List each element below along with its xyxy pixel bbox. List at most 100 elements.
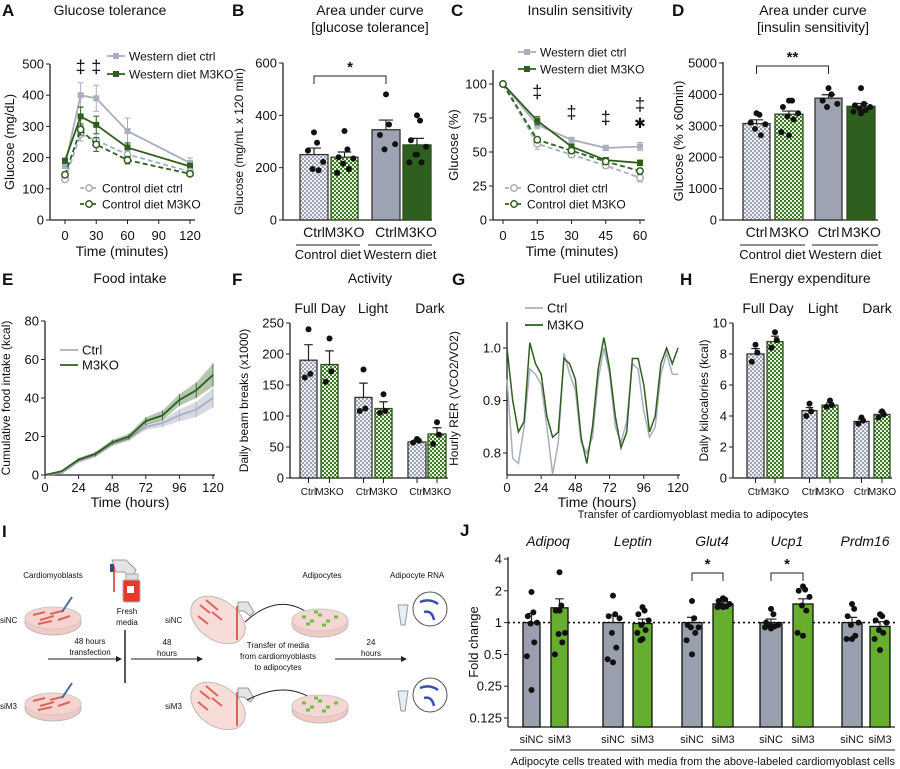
square-marker: [124, 144, 131, 151]
label-step3-2: hours: [361, 649, 381, 658]
data-point: [406, 159, 413, 166]
x-tick-label: Ctrl: [746, 224, 768, 240]
group-label: Western diet: [809, 247, 882, 262]
square-marker: [93, 95, 100, 102]
bar-group: [299, 326, 318, 479]
y-axis-label: Glucose (mg/dL): [2, 94, 17, 190]
y-tick-label: 100: [465, 77, 487, 92]
label-step3-1: 24: [367, 638, 376, 647]
bar: [712, 603, 734, 728]
x-tick-label: Ctrl: [748, 487, 764, 498]
bar: [374, 407, 393, 479]
y-tick-label: 100: [22, 181, 44, 196]
data-point: [789, 97, 796, 104]
legend-item: Control diet M3KO: [505, 198, 626, 212]
x-tick-label: siNC: [520, 734, 544, 746]
series-line: [502, 83, 641, 179]
square-marker: [534, 117, 541, 124]
bar: [522, 621, 541, 728]
data-point: [695, 624, 702, 631]
data-point: [798, 602, 805, 609]
data-point: [435, 431, 442, 438]
x-tick-label: M3KO: [868, 487, 897, 498]
square-marker: [62, 157, 68, 164]
bar-group: [814, 85, 843, 221]
data-point: [613, 644, 620, 651]
x-tick-label: M3KO: [841, 224, 881, 240]
x-tick-label: 48: [568, 480, 582, 495]
data-point: [326, 335, 333, 342]
data-point: [407, 137, 414, 144]
data-point: [849, 600, 855, 607]
square-marker: [637, 143, 643, 150]
y-tick-label: 200: [255, 160, 277, 175]
square-marker: [637, 159, 643, 166]
data-point: [311, 129, 317, 136]
error-bar: [359, 382, 368, 398]
square-marker: [602, 144, 609, 151]
data-point: [386, 121, 393, 128]
y-tick-label: 600: [255, 56, 277, 71]
square-marker: [113, 71, 119, 77]
data-point: [328, 368, 335, 375]
label-cardiomyoblasts: Cardiomyoblasts: [23, 571, 83, 580]
data-point: [415, 437, 422, 444]
x-tick-label: siM3: [631, 734, 654, 746]
data-point: [790, 116, 797, 123]
open-circle-marker: [533, 135, 542, 144]
significance-mark: *: [705, 556, 711, 573]
bar-group: [792, 583, 814, 728]
data-point: [315, 167, 322, 174]
label-adipocyte-rna: Adipocyte RNA: [390, 571, 445, 580]
x-tick-label: M3KO: [325, 224, 365, 240]
panel-letter: A: [2, 1, 14, 20]
legend-label: Western diet ctrl: [540, 46, 626, 60]
panel-letter: E: [2, 270, 13, 289]
series-m3ko: [506, 337, 679, 464]
panel-letter: C: [451, 1, 463, 20]
adipocyte-dish-sinc: [291, 608, 349, 638]
square-marker: [568, 143, 575, 150]
panel-letter-i: I: [2, 522, 7, 541]
panel-g: 0.8 0.9 1.0 Hourly RER (VCO2/VO2) G Fuel util…: [447, 270, 689, 510]
data-point: [558, 602, 565, 609]
data-point: [862, 107, 869, 114]
data-point: [556, 569, 563, 576]
legend-item: Control diet ctrl: [80, 182, 183, 196]
x-tick-label: Ctrl: [854, 487, 870, 498]
data-point: [860, 417, 867, 424]
legend-item: Ctrl: [60, 343, 102, 358]
y-tick-label: 150: [262, 378, 284, 393]
legend-item: Western diet M3KO: [518, 63, 644, 77]
data-point: [834, 100, 841, 107]
data-point: [879, 613, 886, 620]
bar-group: [681, 598, 703, 728]
data-point: [528, 687, 535, 694]
y-tick-label: 100: [262, 409, 284, 424]
label-step2-2: hours: [157, 649, 177, 658]
x-tick-label: siM3: [548, 734, 571, 746]
data-point: [689, 651, 695, 658]
bar-group: [354, 366, 373, 479]
data-point: [320, 158, 327, 165]
data-point: [880, 629, 887, 636]
adipocyte-dish-sim3: [291, 694, 349, 724]
data-point: [858, 110, 864, 117]
label-adipocytes: Adipocytes: [302, 571, 341, 580]
label-sinc-mid: siNC: [165, 616, 183, 625]
footer-label: Adipocyte cells treated with media from …: [511, 756, 895, 768]
data-point: [410, 439, 417, 446]
y-axis-label: Daily beam breaks (x1000): [237, 329, 251, 472]
bar: [821, 404, 839, 479]
error-bar: [337, 151, 352, 158]
data-point: [530, 609, 537, 616]
data-point: [861, 100, 868, 107]
y-tick-label: 0.125: [469, 711, 502, 726]
y-axis-label: Glucose (mg/mL x 120 min): [232, 68, 246, 215]
data-point: [875, 627, 882, 634]
data-point: [301, 374, 308, 381]
subgroup-label: Full Day: [742, 300, 793, 316]
error-bar: [379, 401, 388, 409]
y-tick-label: 60: [25, 352, 39, 367]
bar: [407, 441, 427, 479]
